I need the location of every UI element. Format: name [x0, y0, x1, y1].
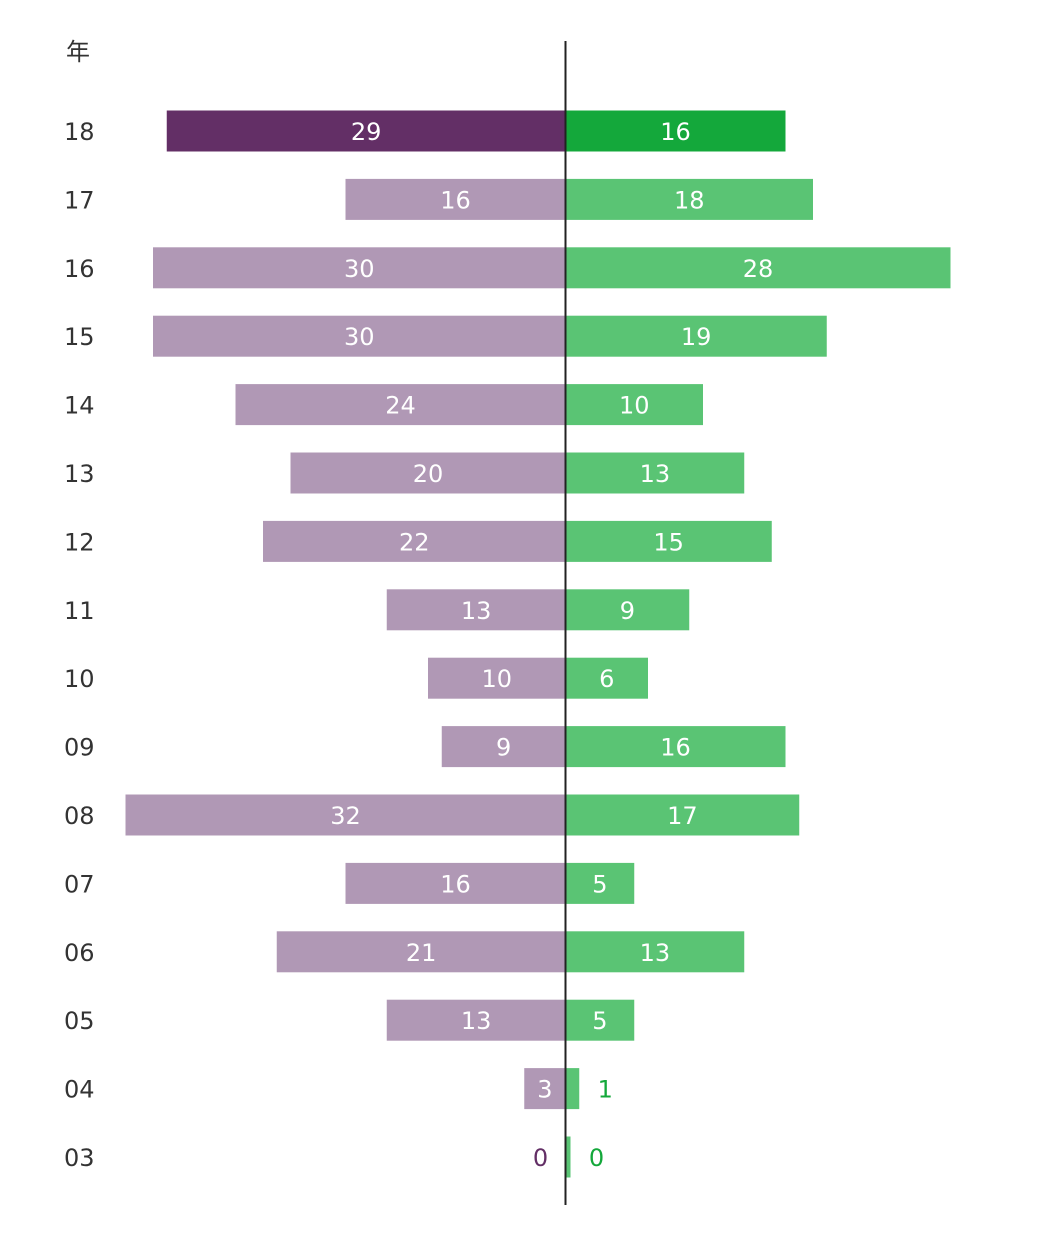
- bar-right-13: [565, 452, 745, 494]
- y-axis-title: 年: [66, 38, 90, 66]
- data-label-right-04: 1: [598, 1076, 613, 1104]
- bar-left-07: [345, 862, 566, 904]
- data-label-left-03: 0: [533, 1144, 548, 1172]
- bar-right-16: [565, 247, 951, 289]
- y-tick-label-06: 06: [64, 939, 95, 967]
- data-label-right-18: 16: [660, 118, 691, 146]
- bar-left-08: [125, 794, 566, 836]
- data-label-left-15: 30: [344, 323, 375, 351]
- data-label-left-14: 24: [385, 392, 416, 420]
- data-label-right-11: 9: [620, 597, 635, 625]
- data-label-right-03: 0: [589, 1144, 604, 1172]
- data-label-left-18: 29: [351, 118, 382, 146]
- y-tick-label-16: 16: [64, 255, 95, 283]
- bar-right-07: [565, 862, 635, 904]
- data-label-left-08: 32: [330, 802, 361, 830]
- left-series: [125, 110, 566, 1110]
- data-label-right-05: 5: [592, 1007, 607, 1035]
- data-label-left-12: 22: [399, 528, 430, 556]
- data-label-right-09: 16: [660, 734, 691, 762]
- y-tick-label-09: 09: [64, 734, 95, 762]
- bar-right-09: [565, 726, 786, 768]
- data-label-left-10: 10: [481, 665, 512, 693]
- data-label-left-16: 30: [344, 255, 375, 283]
- y-tick-label-03: 03: [64, 1144, 95, 1172]
- bar-left-06: [276, 931, 566, 973]
- y-tick-label-13: 13: [64, 460, 95, 488]
- data-label-right-10: 6: [599, 665, 614, 693]
- y-tick-label-10: 10: [64, 665, 95, 693]
- bar-left-18: [166, 110, 566, 152]
- bar-left-12: [263, 520, 566, 562]
- data-label-left-06: 21: [406, 939, 437, 967]
- bar-right-03: [565, 1136, 571, 1178]
- data-label-right-08: 17: [667, 802, 698, 830]
- bar-left-04: [524, 1068, 566, 1110]
- bar-left-13: [290, 452, 566, 494]
- y-tick-label-07: 07: [64, 870, 95, 898]
- data-label-left-17: 16: [440, 186, 471, 214]
- y-tick-label-17: 17: [64, 186, 95, 214]
- bar-right-11: [565, 589, 690, 631]
- bar-right-12: [565, 520, 772, 562]
- bar-left-09: [441, 726, 566, 768]
- bar-left-11: [386, 589, 566, 631]
- bar-right-17: [565, 178, 813, 220]
- bar-right-10: [565, 657, 648, 699]
- y-tick-label-18: 18: [64, 118, 95, 146]
- y-tick-label-14: 14: [64, 392, 95, 420]
- data-label-right-17: 18: [674, 186, 705, 214]
- bar-right-05: [565, 999, 635, 1041]
- bar-right-04: [565, 1068, 580, 1110]
- bar-left-05: [386, 999, 566, 1041]
- bar-left-15: [153, 315, 566, 357]
- data-label-right-16: 28: [743, 255, 774, 283]
- bar-right-08: [565, 794, 800, 836]
- y-tick-label-15: 15: [64, 323, 95, 351]
- data-label-left-11: 13: [461, 597, 492, 625]
- right-series: [565, 110, 951, 1178]
- y-tick-label-11: 11: [64, 597, 95, 625]
- y-tick-label-04: 04: [64, 1076, 95, 1104]
- data-label-left-04: 3: [537, 1076, 552, 1104]
- data-label-left-05: 13: [461, 1007, 492, 1035]
- y-tick-label-12: 12: [64, 528, 95, 556]
- bar-left-10: [428, 657, 566, 699]
- data-label-right-13: 13: [640, 460, 671, 488]
- data-label-right-14: 10: [619, 392, 650, 420]
- data-label-right-15: 19: [681, 323, 712, 351]
- data-label-left-09: 9: [496, 734, 511, 762]
- bar-right-14: [565, 384, 703, 426]
- bar-left-16: [153, 247, 566, 289]
- data-label-left-07: 16: [440, 870, 471, 898]
- y-tick-labels: 18 17 16 15 14 13 12 11 10 09 08 07 06 05 04 03: [64, 118, 95, 1172]
- data-label-left-13: 20: [413, 460, 444, 488]
- bar-left-14: [235, 384, 566, 426]
- data-label-right-06: 13: [640, 939, 671, 967]
- data-label-right-12: 15: [653, 528, 684, 556]
- y-tick-label-08: 08: [64, 802, 95, 830]
- bar-right-15: [565, 315, 827, 357]
- bar-right-18: [565, 110, 786, 152]
- bar-right-06: [565, 931, 745, 973]
- bar-left-17: [345, 178, 566, 220]
- y-tick-label-05: 05: [64, 1007, 95, 1035]
- data-label-right-07: 5: [592, 870, 607, 898]
